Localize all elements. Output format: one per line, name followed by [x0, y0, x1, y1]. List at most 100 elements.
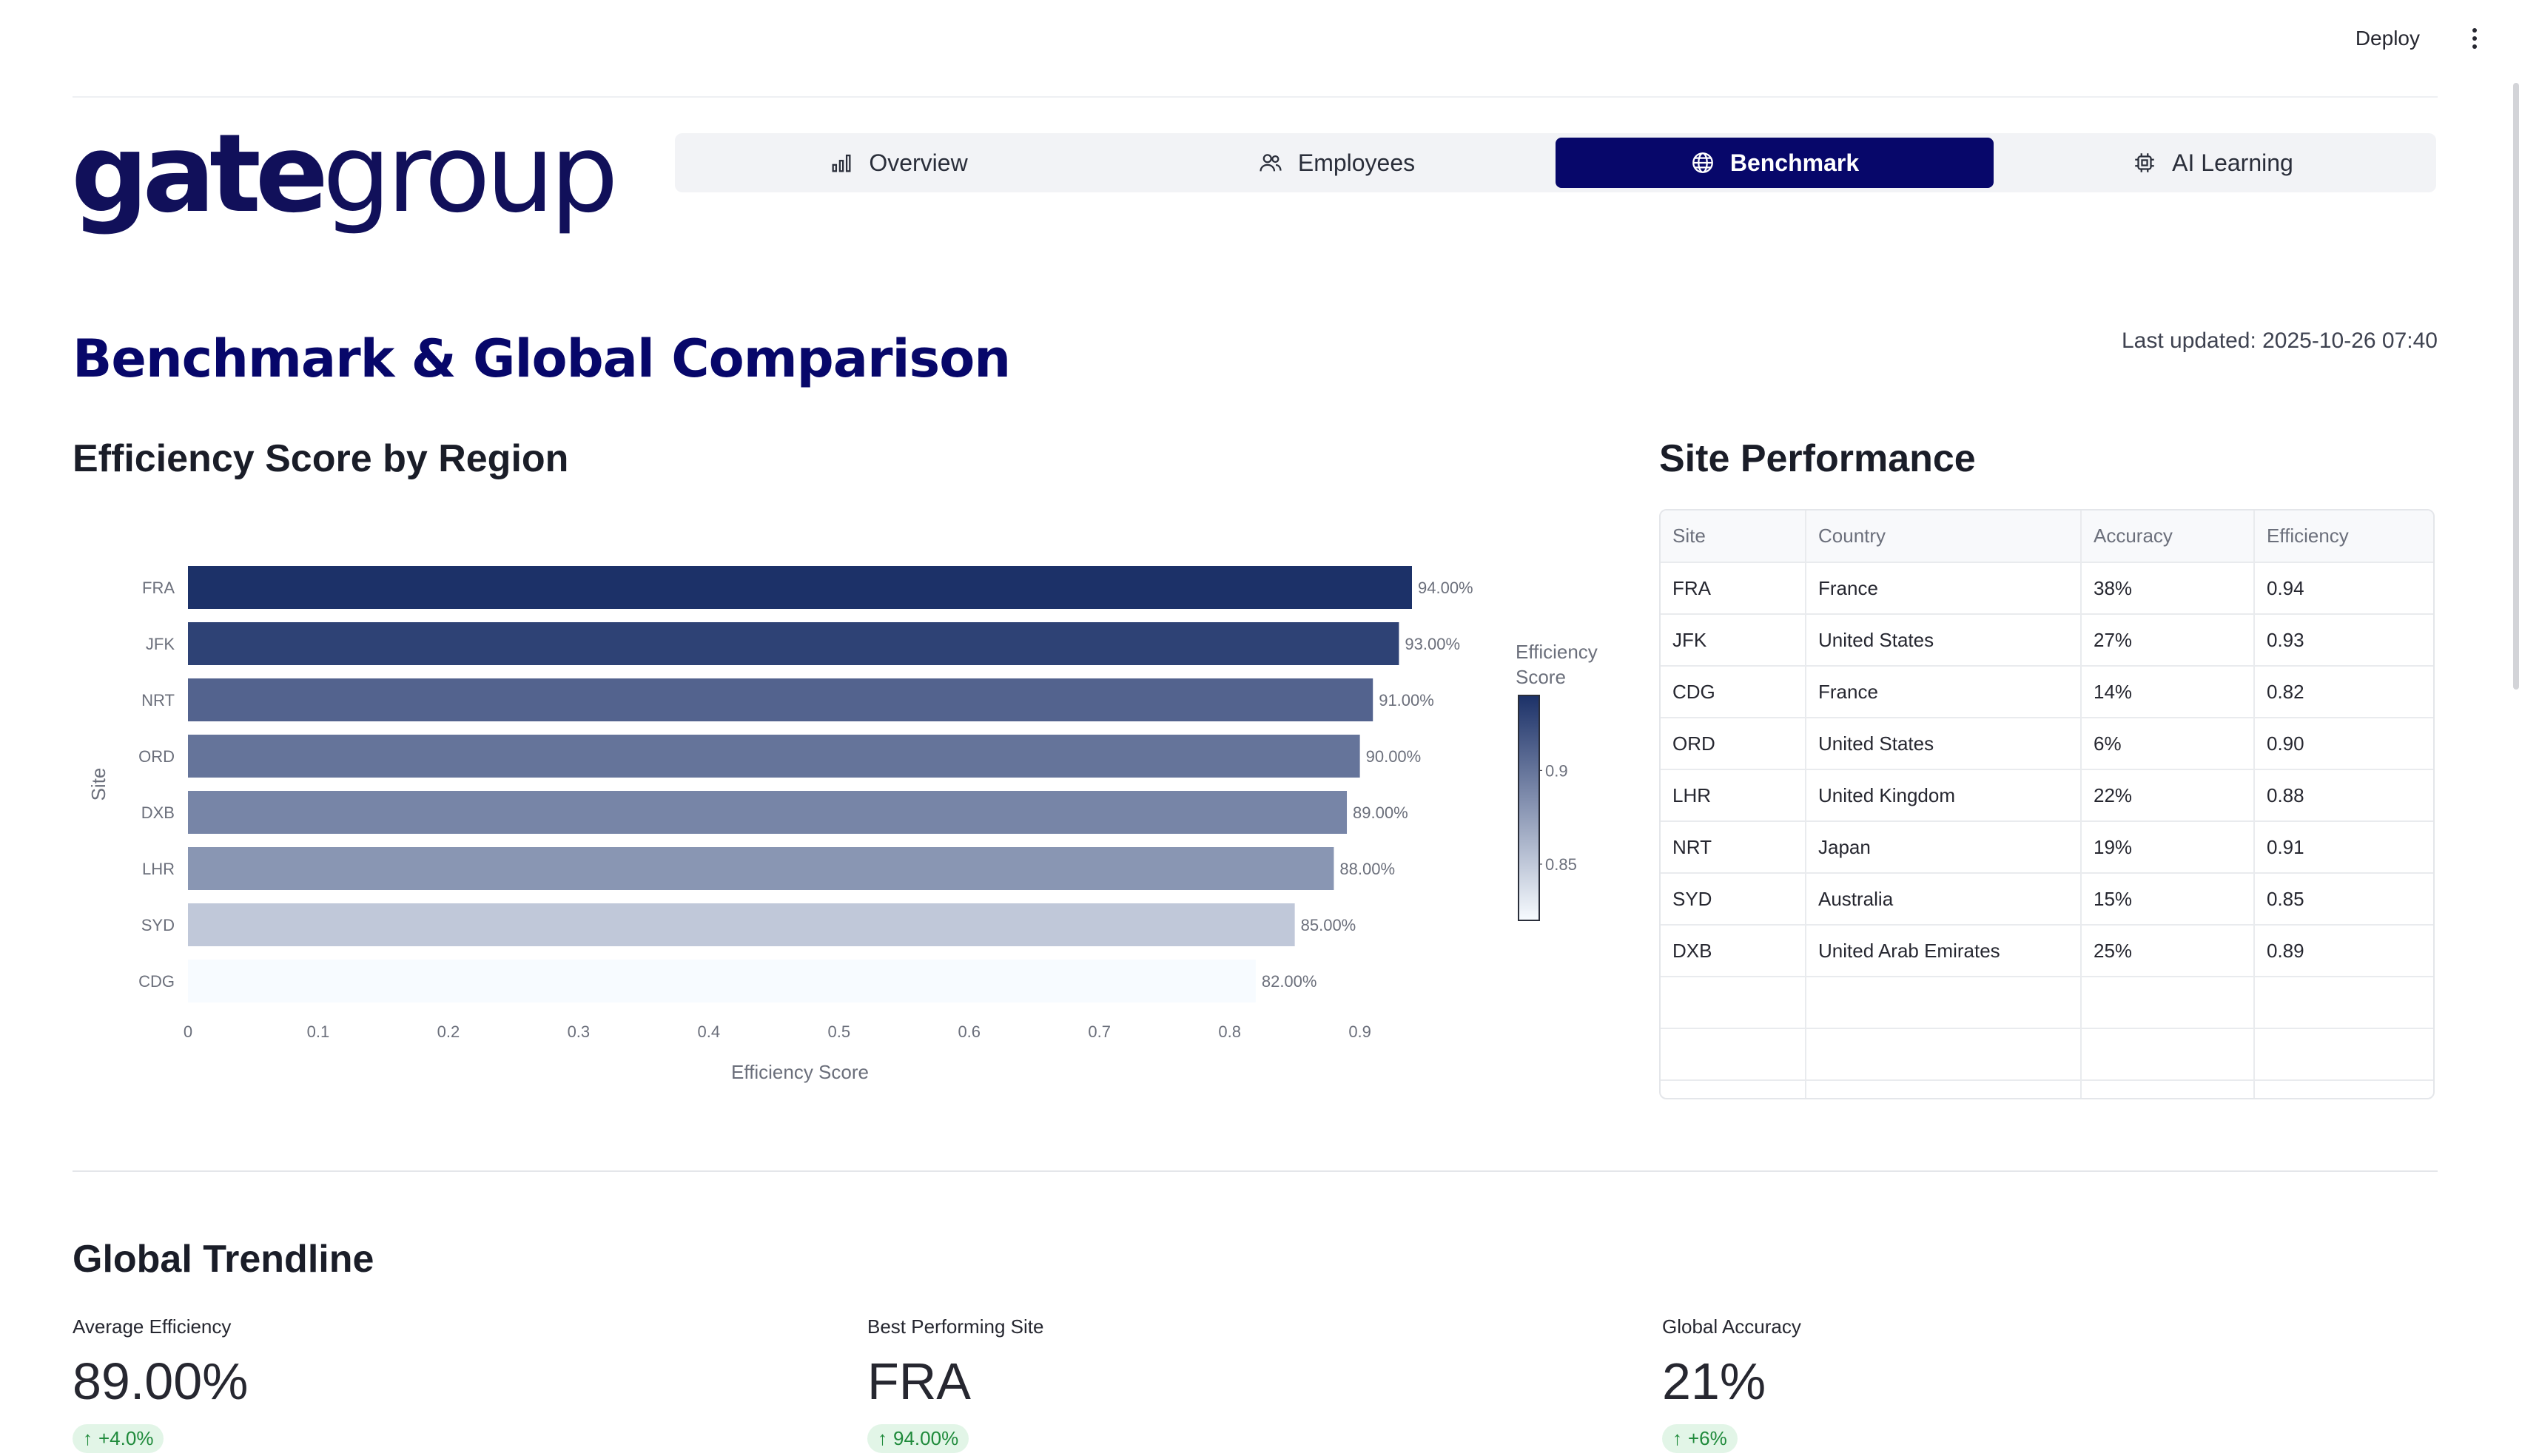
data-label: 90.00%: [1366, 747, 1422, 766]
scrollbar-thumb[interactable]: [2513, 83, 2519, 690]
x-tick-label: 0.2: [437, 1022, 460, 1041]
cell-efficiency[interactable]: 0.85: [2254, 873, 2433, 926]
column-header-accuracy[interactable]: Accuracy: [2081, 510, 2255, 563]
tab-overview[interactable]: Overview: [679, 138, 1117, 188]
cell-accuracy[interactable]: 14%: [2081, 666, 2255, 718]
bar-chart-icon: [832, 154, 851, 172]
chart-bar[interactable]: [188, 566, 1412, 609]
table-row-empty: [1661, 1080, 2433, 1098]
column-header-country[interactable]: Country: [1806, 510, 2082, 563]
data-label: 88.00%: [1339, 860, 1395, 878]
metric-delta-badge: ↑ 94.00%: [867, 1424, 969, 1453]
cell-site[interactable]: FRA: [1661, 562, 1806, 615]
arrow-up-icon: ↑: [83, 1427, 93, 1449]
colorbar-title: Score: [1516, 666, 1566, 688]
y-tick-label: ORD: [138, 747, 175, 766]
column-header-site[interactable]: Site: [1661, 510, 1806, 563]
y-tick-label: LHR: [142, 860, 175, 878]
cell-site[interactable]: ORD: [1661, 718, 1806, 770]
x-tick-label: 0.9: [1348, 1022, 1371, 1041]
cell-accuracy[interactable]: 22%: [2081, 769, 2255, 822]
table-title: Site Performance: [1659, 437, 1976, 480]
efficiency-bar-chart[interactable]: FRA 94.00% JFK 93.00% NRT 91.00% ORD 90.00% DXB 8…: [73, 518, 1627, 1095]
chart-bar[interactable]: [188, 791, 1348, 834]
section-divider: [73, 1170, 2438, 1172]
main-nav-tabs: Overview Employees Benchmark AI Learning: [675, 133, 2436, 192]
cell-country[interactable]: United Kingdom: [1806, 769, 2082, 822]
cell-efficiency[interactable]: 0.93: [2254, 614, 2433, 667]
cell-site[interactable]: DXB: [1661, 925, 1806, 977]
cell-accuracy[interactable]: 15%: [2081, 873, 2255, 926]
cell-accuracy[interactable]: 38%: [2081, 562, 2255, 615]
cell-efficiency[interactable]: 0.82: [2254, 666, 2433, 718]
cell-efficiency[interactable]: 0.90: [2254, 718, 2433, 770]
data-label: 85.00%: [1301, 916, 1356, 934]
deploy-button[interactable]: Deploy: [2355, 27, 2420, 50]
cell-empty: [1806, 1080, 2082, 1098]
table-row[interactable]: NRT Japan 19% 0.91: [1661, 821, 2433, 874]
table-row[interactable]: DXB United Arab Emirates 25% 0.89: [1661, 925, 2433, 977]
tab-overview-label: Overview: [869, 149, 968, 176]
cell-accuracy[interactable]: 25%: [2081, 925, 2255, 977]
chart-bar[interactable]: [188, 678, 1373, 721]
cell-site[interactable]: LHR: [1661, 769, 1806, 822]
table-row[interactable]: FRA France 38% 0.94: [1661, 562, 2433, 615]
table-row[interactable]: CDG France 14% 0.82: [1661, 666, 2433, 718]
column-header-efficiency[interactable]: Efficiency: [2254, 510, 2433, 563]
metric-label: Average Efficiency: [73, 1315, 232, 1338]
cell-site[interactable]: SYD: [1661, 873, 1806, 926]
tab-employees[interactable]: Employees: [1117, 138, 1556, 188]
cell-site[interactable]: NRT: [1661, 821, 1806, 874]
arrow-up-icon: ↑: [878, 1427, 887, 1449]
table-row[interactable]: JFK United States 27% 0.93: [1661, 614, 2433, 667]
tab-benchmark[interactable]: Benchmark: [1556, 138, 1994, 188]
cell-empty: [2081, 977, 2255, 1029]
logo-part-gate: gate: [71, 111, 329, 237]
chart-bar[interactable]: [188, 960, 1256, 1002]
table-row-empty: [1661, 1028, 2433, 1081]
metric-value: 21%: [1662, 1352, 1766, 1410]
globe-icon: [1692, 152, 1713, 173]
cell-country[interactable]: United Arab Emirates: [1806, 925, 2082, 977]
cell-efficiency[interactable]: 0.89: [2254, 925, 2433, 977]
cell-site[interactable]: CDG: [1661, 666, 1806, 718]
cell-efficiency[interactable]: 0.88: [2254, 769, 2433, 822]
chart-bar[interactable]: [188, 847, 1334, 890]
cell-country[interactable]: France: [1806, 562, 2082, 615]
gategroup-logo: gategroup: [71, 111, 619, 237]
cell-efficiency[interactable]: 0.91: [2254, 821, 2433, 874]
y-tick-label: NRT: [141, 691, 175, 710]
chart-bar[interactable]: [188, 735, 1360, 778]
chart-title: Efficiency Score by Region: [73, 437, 569, 480]
cell-site[interactable]: JFK: [1661, 614, 1806, 667]
table-header-row: Site Country Accuracy Efficiency: [1661, 510, 2433, 563]
more-options-icon[interactable]: [2470, 28, 2479, 50]
tab-ai-learning[interactable]: AI Learning: [1994, 138, 2432, 188]
cell-country[interactable]: France: [1806, 666, 2082, 718]
page-scrollbar[interactable]: [2512, 83, 2522, 690]
cell-country[interactable]: Australia: [1806, 873, 2082, 926]
site-performance-table[interactable]: Site Country Accuracy Efficiency FRA Fran…: [1659, 509, 2435, 1099]
chart-bar[interactable]: [188, 903, 1295, 946]
cell-country[interactable]: United States: [1806, 718, 2082, 770]
table-row[interactable]: ORD United States 6% 0.90: [1661, 718, 2433, 770]
cell-country[interactable]: Japan: [1806, 821, 2082, 874]
cell-accuracy[interactable]: 19%: [2081, 821, 2255, 874]
table-row[interactable]: SYD Australia 15% 0.85: [1661, 873, 2433, 926]
chart-bar[interactable]: [188, 622, 1399, 665]
table-row[interactable]: LHR United Kingdom 22% 0.88: [1661, 769, 2433, 822]
metric-value: 89.00%: [73, 1352, 249, 1410]
metric-average-efficiency: Average Efficiency 89.00% ↑ +4.0%: [73, 1315, 739, 1453]
y-tick-label: JFK: [146, 635, 175, 653]
cell-accuracy[interactable]: 6%: [2081, 718, 2255, 770]
cell-empty: [2254, 977, 2433, 1029]
metric-delta-badge: ↑ +6%: [1662, 1424, 1738, 1453]
cell-efficiency[interactable]: 0.94: [2254, 562, 2433, 615]
cell-empty: [1661, 1028, 1806, 1081]
cell-accuracy[interactable]: 27%: [2081, 614, 2255, 667]
y-tick-label: CDG: [138, 972, 175, 991]
colorbar-title: Efficiency: [1516, 641, 1598, 663]
metric-best-site: Best Performing Site FRA ↑ 94.00%: [867, 1315, 1533, 1453]
cell-country[interactable]: United States: [1806, 614, 2082, 667]
data-label: 89.00%: [1353, 803, 1408, 822]
